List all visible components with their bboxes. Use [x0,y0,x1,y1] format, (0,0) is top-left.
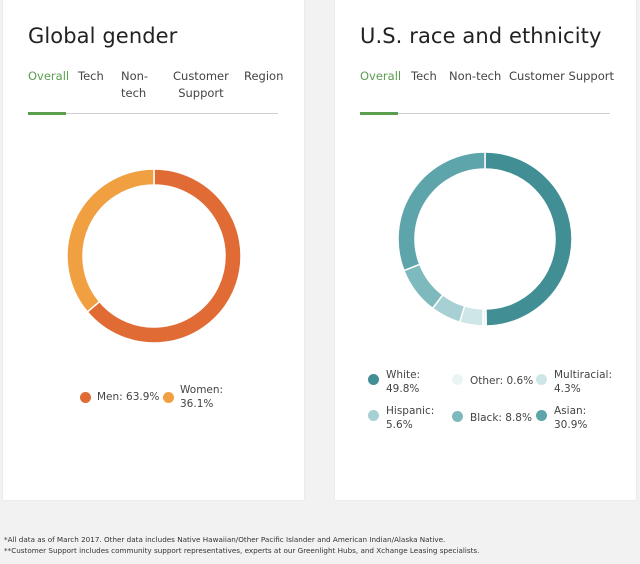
card-title: U.S. race and ethnicity [360,24,602,48]
tab-active-indicator [360,112,398,115]
legend-dot-women [163,392,174,403]
legend-label-hispanic: Hispanic: 5.6% [386,405,435,431]
legend-label-multiracial: Multiracial: 4.3% [554,369,612,395]
donut-slice-white [484,151,573,327]
donut-slice-black [402,263,444,310]
tab-region[interactable]: Region [244,69,284,83]
card-title: Global gender [28,24,178,48]
tab-customer-support[interactable]: Customer Support [173,69,229,100]
tab-non-tech[interactable]: Non- tech [121,69,149,100]
race-card: U.S. race and ethnicity Overall Tech Non… [335,0,636,500]
legend-dot-multiracial [536,374,547,385]
gender-tabs: Overall Tech Non- tech Customer Support … [28,68,283,115]
tab-overall[interactable]: Overall [360,69,402,83]
legend-dot-white [368,374,379,385]
legend-label-women: Women: 36.1% [180,384,224,410]
legend-dot-asian [536,410,547,421]
tab-customer-support[interactable]: Customer Support [509,69,614,83]
tab-tech[interactable]: Tech [411,69,437,83]
legend-label-white: White: 49.8% [386,369,421,395]
legend-dot-hispanic [368,410,379,421]
footnote-customer-support: **Customer Support includes community su… [4,546,480,555]
tab-non-tech[interactable]: Non-tech [449,69,502,83]
donut-slice-asian [397,151,486,272]
legend-dot-other [452,374,463,385]
race-donut-chart [397,151,573,327]
tab-active-indicator [28,112,66,115]
legend-label-asian: Asian: 30.9% [554,405,588,431]
legend-label-men: Men: 63.9% [97,391,160,403]
legend-dot-men [80,392,91,403]
race-tabs: Overall Tech Non-tech Customer Support [360,68,614,115]
donut-slice-women [66,168,155,313]
gender-donut-chart [66,168,242,344]
legend-label-black: Black: 8.8% [470,412,532,424]
tab-tech[interactable]: Tech [78,69,104,83]
legend-dot-black [452,411,463,422]
legend-label-other: Other: 0.6% [470,375,534,387]
gender-card: Global gender Overall Tech Non- tech Cus… [3,0,304,500]
footnote-data-date: *All data as of March 2017. Other data i… [4,535,446,544]
tab-overall[interactable]: Overall [28,69,70,83]
